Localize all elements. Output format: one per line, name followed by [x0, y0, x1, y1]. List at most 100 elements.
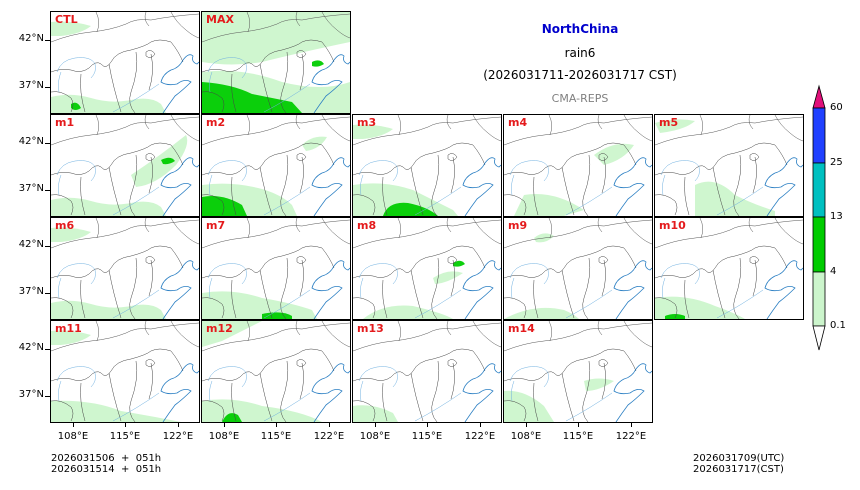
lon-tick-mark	[480, 423, 481, 427]
panel-label: m11	[55, 322, 82, 335]
lon-tick-mark	[73, 423, 74, 427]
lon-tick-mark	[125, 423, 126, 427]
lat-tick-label: 42°N	[18, 342, 44, 353]
rain-map	[504, 321, 652, 422]
map-panel-m10: m10	[654, 217, 804, 320]
lon-tick-mark	[375, 423, 376, 427]
init-time-line2: 2026031514 + 051h	[51, 464, 162, 475]
lon-tick-mark	[224, 423, 225, 427]
panel-label: m10	[659, 219, 686, 232]
lon-tick-label: 115°E	[109, 431, 141, 442]
lat-tick-mark	[45, 396, 50, 397]
lon-tick-mark	[631, 423, 632, 427]
map-panel-m5: m5	[654, 114, 804, 217]
rain-map	[202, 218, 350, 319]
lat-tick-mark	[45, 293, 50, 294]
map-panel-m4: m4	[503, 114, 653, 217]
lon-tick-label: 122°E	[464, 431, 496, 442]
rain-map	[353, 218, 501, 319]
map-panel-m11: m11	[50, 320, 200, 423]
region-title: NorthChina	[541, 22, 619, 36]
lon-tick-mark	[526, 423, 527, 427]
valid-time-cst: 2026031717(CST)	[693, 464, 784, 475]
lat-tick-mark	[45, 87, 50, 88]
lon-tick-mark	[178, 423, 179, 427]
panel-label: m3	[357, 116, 377, 129]
rain-map	[504, 218, 652, 319]
lon-tick-label: 115°E	[562, 431, 594, 442]
period-title: (2026031711-2026031717 CST)	[483, 68, 677, 82]
colorbar-label-0.1: 0.1	[830, 320, 846, 331]
rain-map	[202, 115, 350, 216]
lon-tick-label: 122°E	[162, 431, 194, 442]
panel-label: m6	[55, 219, 75, 232]
panel-label: m1	[55, 116, 75, 129]
map-panel-m12: m12	[201, 320, 351, 423]
rain-map	[353, 321, 501, 422]
lat-tick-mark	[45, 40, 50, 41]
colorbar-label-13: 13	[830, 211, 843, 222]
lat-tick-label: 42°N	[18, 239, 44, 250]
rain-map	[51, 12, 199, 113]
map-panel-m3: m3	[352, 114, 502, 217]
rain-map	[655, 115, 803, 216]
panel-label: m8	[357, 219, 377, 232]
lon-tick-mark	[427, 423, 428, 427]
lon-tick-label: 115°E	[411, 431, 443, 442]
rain-map	[202, 321, 350, 422]
panel-label: m4	[508, 116, 528, 129]
map-panel-m9: m9	[503, 217, 653, 320]
panel-label: m12	[206, 322, 233, 335]
map-panel-max: MAX	[201, 11, 351, 114]
colorbar-label-25: 25	[830, 157, 843, 168]
lon-tick-label: 115°E	[260, 431, 292, 442]
colorbar-graphic	[812, 84, 826, 351]
map-panel-m8: m8	[352, 217, 502, 320]
lon-tick-label: 122°E	[615, 431, 647, 442]
colorbar-label-60: 60	[830, 102, 843, 113]
lon-tick-mark	[329, 423, 330, 427]
valid-time-utc: 2026031709(UTC)	[693, 453, 785, 464]
rain-map	[202, 12, 350, 113]
map-panel-m6: m6	[50, 217, 200, 320]
map-panel-ctl: CTL	[50, 11, 200, 114]
panel-label: m9	[508, 219, 528, 232]
map-panel-m2: m2	[201, 114, 351, 217]
map-panel-m14: m14	[503, 320, 653, 423]
lat-tick-label: 37°N	[18, 286, 44, 297]
panel-label: m2	[206, 116, 226, 129]
init-time-line1: 2026031506 + 051h	[51, 453, 162, 464]
lon-tick-mark	[276, 423, 277, 427]
lon-tick-label: 122°E	[313, 431, 345, 442]
model-title: CMA-REPS	[551, 92, 609, 105]
rain-map	[51, 218, 199, 319]
rain-map	[51, 115, 199, 216]
lon-tick-mark	[578, 423, 579, 427]
rain-map	[353, 115, 501, 216]
lon-tick-label: 108°E	[359, 431, 391, 442]
panel-label: m5	[659, 116, 679, 129]
panel-label: m14	[508, 322, 535, 335]
panel-label: CTL	[55, 13, 78, 26]
panel-label: m7	[206, 219, 226, 232]
variable-title: rain6	[564, 46, 596, 60]
lat-tick-mark	[45, 143, 50, 144]
lat-tick-label: 42°N	[18, 136, 44, 147]
lon-tick-label: 108°E	[57, 431, 89, 442]
lat-tick-label: 37°N	[18, 183, 44, 194]
map-panel-m13: m13	[352, 320, 502, 423]
lat-tick-mark	[45, 190, 50, 191]
lat-tick-mark	[45, 246, 50, 247]
lat-tick-label: 37°N	[18, 80, 44, 91]
panel-label: m13	[357, 322, 384, 335]
panel-label: MAX	[206, 13, 234, 26]
lon-tick-label: 108°E	[510, 431, 542, 442]
rain-map	[51, 321, 199, 422]
rain-map	[504, 115, 652, 216]
lon-tick-label: 108°E	[208, 431, 240, 442]
lat-tick-label: 37°N	[18, 389, 44, 400]
lat-tick-mark	[45, 349, 50, 350]
colorbar-label-4: 4	[830, 266, 837, 277]
map-panel-m1: m1	[50, 114, 200, 217]
lat-tick-label: 42°N	[18, 33, 44, 44]
